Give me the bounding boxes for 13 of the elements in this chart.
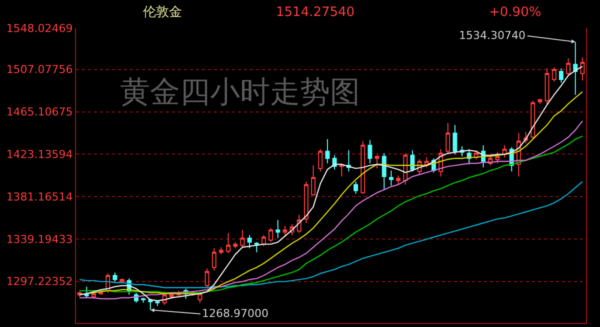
y-tick-label: 1507.07756 (6, 63, 73, 76)
annotation: 1268.97000 (202, 307, 268, 320)
text: 伦敦金 (143, 5, 182, 20)
y-tick-label: 1381.16514 (6, 190, 73, 204)
text: 1514.27540 (276, 5, 355, 20)
y-tick-label: 1423.13594 (6, 148, 73, 162)
annotation: 1534.30740 (459, 29, 526, 42)
y-tick-label: 1548.02469 (6, 22, 73, 35)
y-tick-label: 1339.19433 (6, 232, 73, 246)
y-tick-label: 1465.10675 (6, 106, 73, 119)
text: +0.90% (489, 5, 542, 20)
text: 黄金四小时走势图 (120, 75, 360, 110)
y-tick-label: 1297.22352 (6, 275, 73, 288)
